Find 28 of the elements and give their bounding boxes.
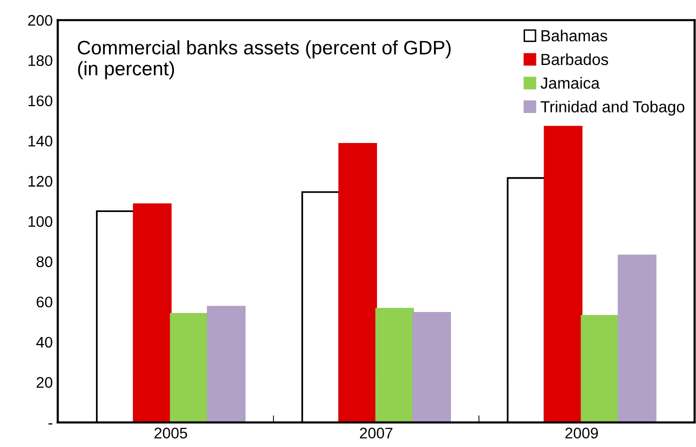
- y-tick-label: 140: [28, 136, 52, 146]
- legend-label: Jamaica: [540, 77, 600, 89]
- y-tick-label: 60: [36, 296, 52, 308]
- y-tick-label: 180: [28, 55, 52, 66]
- x-tick-label: 2007: [360, 428, 392, 438]
- text: Commercial banks assets (percent of GDP) (in percent): [78, 40, 451, 80]
- y-tick-label: 160: [28, 95, 52, 106]
- bar: [544, 126, 582, 422]
- bar: [206, 306, 246, 422]
- y-tick-label: -: [48, 423, 52, 424]
- bar: [338, 142, 378, 422]
- y-tick-label: 80: [36, 256, 52, 268]
- y-tick-label: 100: [28, 216, 52, 227]
- legend-label: Trinidad and Tobago: [540, 100, 684, 116]
- y-tick-label: 40: [36, 336, 52, 348]
- legend-label: Bahamas: [542, 30, 608, 42]
- y-tick-label: 20: [36, 377, 52, 388]
- bar: [375, 308, 414, 422]
- y-tick-label: 120: [28, 176, 52, 187]
- bar: [132, 203, 172, 422]
- y-tick-label: 200: [28, 14, 52, 26]
- bar: [412, 312, 451, 422]
- bar: [170, 312, 209, 422]
- legend-label: Barbados: [542, 53, 608, 66]
- x-tick-label: 2009: [565, 428, 598, 438]
- bar: [618, 254, 656, 422]
- bar: [580, 314, 620, 422]
- x-tick-label: 2005: [154, 428, 188, 438]
